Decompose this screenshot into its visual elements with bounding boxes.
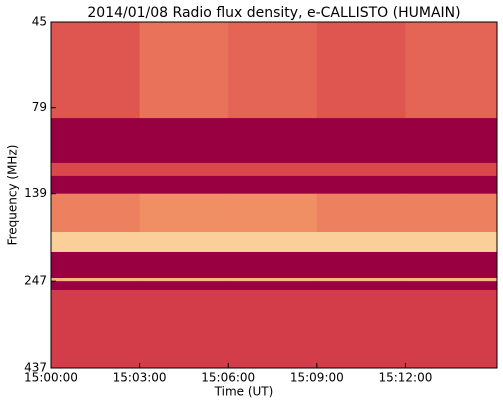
heatmap-cell	[405, 162, 498, 177]
heatmap-cell	[405, 251, 498, 279]
heatmap-cell	[228, 175, 318, 195]
y-tick-label: 139	[24, 186, 47, 200]
heatmap-cell	[51, 162, 141, 177]
heatmap-cell	[228, 231, 318, 253]
heatmap-cell	[51, 281, 141, 291]
heatmap-cell	[228, 22, 318, 119]
x-tick-label: 15:12:00	[378, 371, 432, 385]
y-axis-label: Frequency (MHz)	[6, 145, 20, 246]
heatmap-cell	[51, 277, 141, 282]
x-axis-label: Time (UT)	[214, 385, 274, 399]
heatmap-cell	[316, 277, 406, 282]
x-tick-label: 15:09:00	[290, 371, 344, 385]
heatmap-cell	[316, 118, 406, 164]
y-tick-label: 79	[32, 100, 47, 114]
heatmap-cell	[316, 231, 406, 253]
heatmap-cell	[228, 251, 318, 279]
heatmap-cell	[405, 289, 498, 369]
heatmap-cell	[139, 118, 229, 164]
heatmap-cell	[405, 231, 498, 253]
heatmap-cell	[228, 193, 318, 233]
chart-title: 2014/01/08 Radio flux density, e-CALLIST…	[87, 5, 460, 21]
heatmap-cell	[316, 22, 406, 119]
heatmap-cell	[228, 281, 318, 291]
heatmap-cell	[139, 162, 229, 177]
heatmap-cell	[228, 162, 318, 177]
heatmap-cell	[139, 231, 229, 253]
heatmap-cell	[405, 22, 498, 119]
heatmap-cell	[316, 175, 406, 195]
plot-frame	[50, 21, 498, 369]
heatmap-cell	[316, 251, 406, 279]
y-tick-label: 247	[24, 274, 47, 288]
x-tick-label: 15:06:00	[201, 371, 255, 385]
y-tick-label: 45	[32, 15, 47, 29]
x-tick-label: 15:03:00	[113, 371, 167, 385]
heatmap-cell	[51, 175, 141, 195]
heatmap-cell	[405, 118, 498, 164]
heatmap-cell	[51, 193, 141, 233]
heatmap-cell	[228, 277, 318, 282]
heatmap-cell	[51, 231, 141, 253]
heatmap-cell	[139, 22, 229, 119]
heatmap-cell	[51, 22, 141, 119]
heatmap-cell	[316, 281, 406, 291]
heatmap-cell	[316, 193, 406, 233]
heatmap-cell	[405, 281, 498, 291]
heatmap-cell	[51, 251, 141, 279]
heatmap-cell	[405, 277, 498, 282]
x-tick-label: 15:00:00	[24, 371, 78, 385]
heatmap-cell	[139, 175, 229, 195]
heatmap-cell	[316, 289, 406, 369]
heatmap-cell	[405, 175, 498, 195]
heatmap-cell	[405, 193, 498, 233]
heatmap-cell	[51, 289, 141, 369]
heatmap-cell	[139, 193, 229, 233]
heatmap-cell	[228, 118, 318, 164]
heatmap-cell	[139, 251, 229, 279]
heatmap-cell	[139, 289, 229, 369]
heatmap-cell	[316, 162, 406, 177]
heatmap-cell	[139, 277, 229, 282]
heatmap-cell	[139, 281, 229, 291]
y-tick-label: 437	[24, 361, 47, 375]
heatmap-cell	[228, 289, 318, 369]
heatmap-cell	[51, 118, 141, 164]
